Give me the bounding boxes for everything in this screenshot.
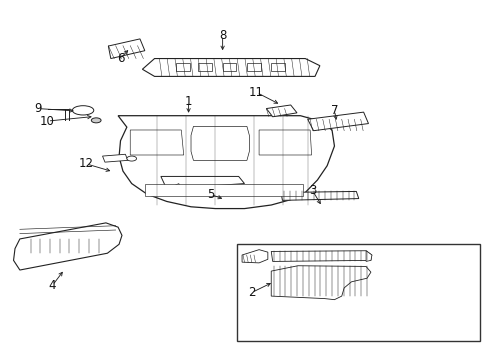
Ellipse shape — [91, 118, 101, 123]
Polygon shape — [130, 130, 183, 155]
Polygon shape — [144, 184, 302, 196]
Text: 10: 10 — [40, 114, 55, 127]
Polygon shape — [271, 251, 371, 261]
Text: 8: 8 — [219, 29, 226, 42]
Text: 7: 7 — [330, 104, 338, 117]
Polygon shape — [108, 39, 144, 59]
Text: 12: 12 — [79, 157, 94, 170]
Text: 6: 6 — [117, 52, 124, 65]
Polygon shape — [266, 105, 296, 117]
Ellipse shape — [126, 156, 136, 161]
Polygon shape — [191, 126, 249, 160]
Text: 9: 9 — [34, 102, 41, 115]
Polygon shape — [198, 63, 211, 71]
Polygon shape — [118, 116, 334, 208]
Polygon shape — [242, 249, 267, 263]
Text: 11: 11 — [249, 86, 264, 99]
Polygon shape — [366, 251, 371, 261]
Polygon shape — [307, 112, 368, 131]
Polygon shape — [161, 176, 244, 189]
Polygon shape — [14, 223, 122, 270]
Text: 4: 4 — [49, 279, 56, 292]
Polygon shape — [142, 59, 319, 76]
Polygon shape — [246, 63, 260, 71]
Bar — [237, 244, 479, 341]
Text: 2: 2 — [247, 286, 255, 299]
Polygon shape — [166, 184, 181, 195]
Polygon shape — [271, 266, 370, 300]
Polygon shape — [176, 63, 190, 71]
Ellipse shape — [72, 106, 94, 115]
Text: 3: 3 — [308, 184, 316, 197]
Text: 1: 1 — [184, 95, 192, 108]
Polygon shape — [281, 192, 358, 201]
Polygon shape — [222, 63, 236, 71]
Polygon shape — [259, 130, 311, 155]
Polygon shape — [271, 63, 285, 71]
Polygon shape — [102, 154, 127, 162]
Text: 5: 5 — [206, 188, 214, 201]
